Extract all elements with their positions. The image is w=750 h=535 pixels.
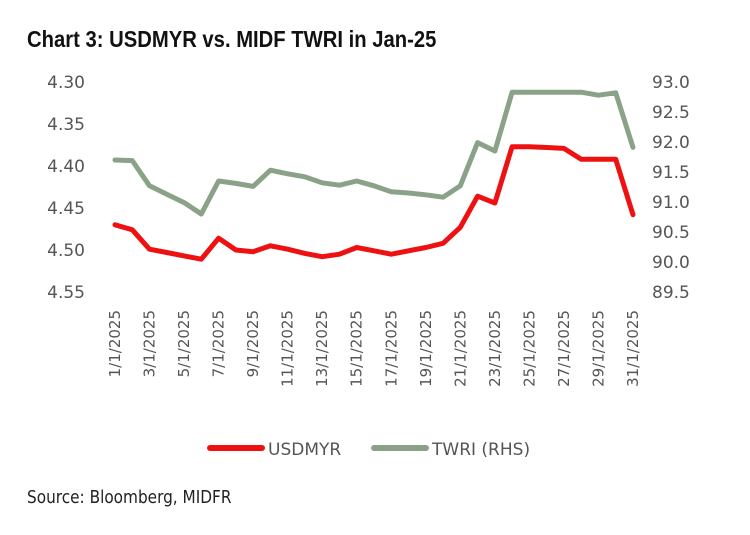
right-axis-tick-label: 92.0	[652, 133, 690, 153]
left-axis-tick-label: 4.40	[47, 157, 85, 177]
series-line-twri-rhs-	[112, 89, 636, 217]
x-axis-tick-label: 11/1/2025	[279, 310, 297, 387]
left-axis-tick-label: 4.55	[47, 283, 85, 303]
left-axis-tick-label: 4.35	[47, 115, 85, 135]
x-axis-tick-label: 15/1/2025	[348, 310, 366, 387]
left-axis-tick-label: 4.50	[47, 241, 85, 261]
right-axis-tick-label: 93.0	[652, 73, 690, 93]
right-axis-tick-label: 92.5	[652, 103, 690, 123]
x-axis-tick-label: 1/1/2025	[106, 310, 124, 377]
x-axis-tick-label: 5/1/2025	[175, 310, 193, 377]
legend-label: USDMYR	[268, 440, 341, 460]
left-axis-tick-label: 4.45	[47, 199, 85, 219]
x-axis-tick-label: 17/1/2025	[382, 310, 400, 387]
legend-label: TWRI (RHS)	[431, 440, 530, 460]
right-axis-tick-label: 91.0	[652, 193, 690, 213]
right-axis-tick-label: 91.5	[652, 163, 690, 183]
x-axis-tick-label: 3/1/2025	[141, 310, 159, 377]
x-axis-tick-label: 21/1/2025	[451, 310, 469, 387]
x-axis-tick-label: 29/1/2025	[589, 310, 607, 387]
x-axis-tick-label: 19/1/2025	[417, 310, 435, 387]
x-axis-tick-label: 25/1/2025	[520, 310, 538, 387]
source-note: Source: Bloomberg, MIDFR	[27, 487, 232, 508]
x-axis-tick-label: 23/1/2025	[486, 310, 504, 387]
x-axis-tick-label: 27/1/2025	[555, 310, 573, 387]
right-axis-tick-label: 90.5	[652, 223, 690, 243]
right-axis-tick-label: 89.5	[652, 283, 690, 303]
series-line-usdmyr	[112, 144, 636, 262]
right-axis-tick-label: 90.0	[652, 253, 690, 273]
x-axis-tick-label: 9/1/2025	[244, 310, 262, 377]
x-axis-tick-label: 7/1/2025	[210, 310, 228, 377]
left-axis-tick-label: 4.30	[47, 73, 85, 93]
x-axis-tick-label: 13/1/2025	[313, 310, 331, 387]
x-axis-tick-label: 31/1/2025	[624, 310, 642, 387]
chart-title: Chart 3: USDMYR vs. MIDF TWRI in Jan-25	[27, 26, 437, 52]
